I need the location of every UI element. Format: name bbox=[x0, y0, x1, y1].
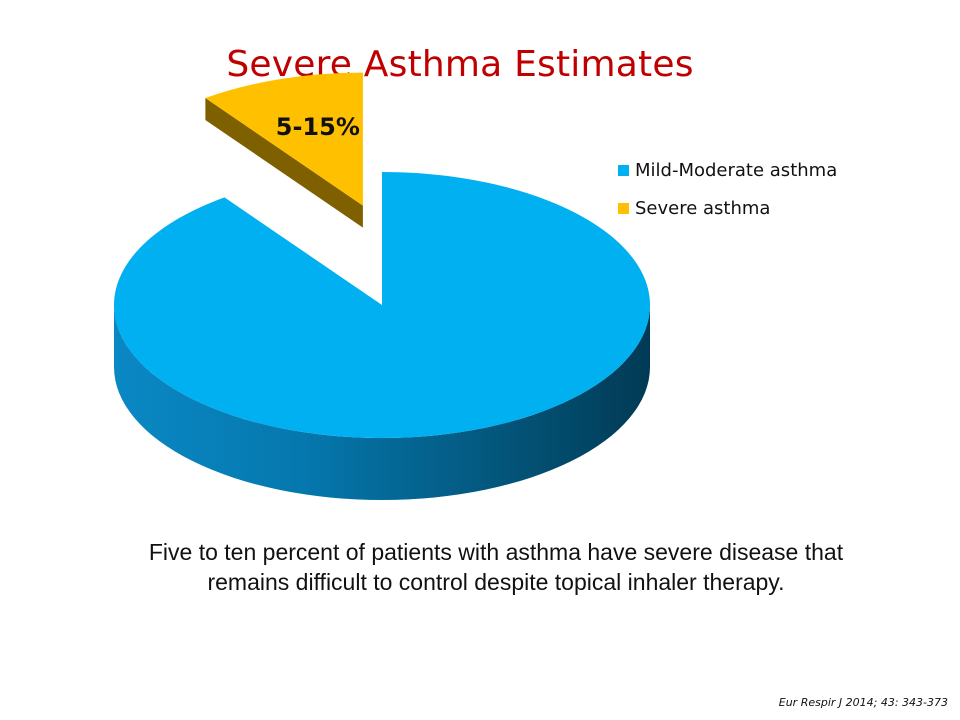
caption: Five to ten percent of patients with ast… bbox=[40, 537, 952, 597]
source-citation: Eur Respir J 2014; 43: 343-373 bbox=[778, 696, 948, 709]
legend-item-mild-moderate: Mild-Moderate asthma bbox=[618, 158, 837, 182]
pie-slice-severe-side bbox=[205, 98, 363, 228]
pie-group: 5-15% bbox=[113, 72, 650, 500]
legend-label-mild-moderate: Mild-Moderate asthma bbox=[635, 159, 838, 181]
legend-item-severe: Severe asthma bbox=[618, 196, 837, 220]
legend-label-severe: Severe asthma bbox=[635, 197, 771, 219]
legend: Mild-Moderate asthma Severe asthma bbox=[618, 158, 837, 234]
data-label-severe: 5-15% bbox=[276, 113, 360, 141]
pie-slice-severe bbox=[205, 72, 363, 206]
pie-slice-mild-moderate bbox=[113, 172, 650, 438]
caption-line-2: remains difficult to control despite top… bbox=[207, 569, 785, 595]
pie-slice-mild-moderate-side bbox=[114, 305, 650, 500]
legend-swatch-severe bbox=[618, 202, 629, 214]
caption-line-1: Five to ten percent of patients with ast… bbox=[148, 539, 844, 565]
legend-swatch-mild-moderate bbox=[618, 164, 629, 176]
